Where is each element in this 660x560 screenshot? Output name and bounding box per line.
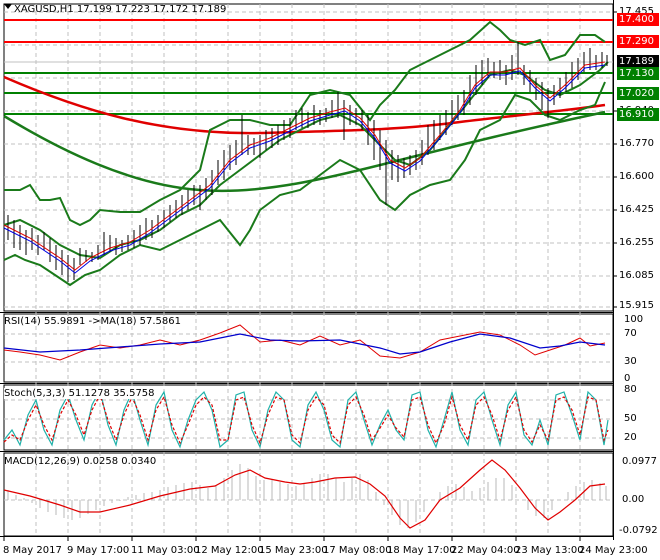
chart-title: XAGUSD,H1 17.199 17.223 17.172 17.189 xyxy=(14,4,227,15)
stoch-axis-label: 80 xyxy=(624,384,637,395)
support-tag-17130: 17.130 xyxy=(617,67,659,80)
price-axis-label: 16.600 xyxy=(619,171,654,182)
time-axis-label: 12 May 12:00 xyxy=(195,545,264,556)
stoch-label: Stoch(5,3,3) 51.1278 35.5758 xyxy=(4,388,155,399)
rsi-axis-label: 30 xyxy=(624,356,637,367)
time-axis-label: 22 May 04:00 xyxy=(451,545,520,556)
price-axis-label: 16.255 xyxy=(619,237,654,248)
current-price-tag: 17.189 xyxy=(617,55,659,68)
rsi-label: RSI(14) 55.9891 ->MA(18) 57.5861 xyxy=(4,316,181,327)
time-axis-label: 17 May 08:00 xyxy=(323,545,392,556)
resistance-tag-17400: 17.400 xyxy=(617,13,659,26)
macd-axis-label: 0.00 xyxy=(622,494,645,505)
macd-axis-label: -0.0792 xyxy=(619,525,658,536)
price-axis-label: 15.915 xyxy=(619,300,654,311)
time-axis-label: 18 May 17:00 xyxy=(387,545,456,556)
time-axis-label: 8 May 2017 xyxy=(3,545,62,556)
stoch-axis-label: 20 xyxy=(624,432,637,443)
price-axis-label: 16.425 xyxy=(619,204,654,215)
time-axis-label: 23 May 13:00 xyxy=(515,545,584,556)
time-axis-label: 9 May 17:00 xyxy=(67,545,130,556)
price-axis-label: 16.770 xyxy=(619,138,654,149)
time-axis-label: 11 May 03:00 xyxy=(131,545,200,556)
rsi-axis-label: 0 xyxy=(624,373,631,384)
macd-axis-label: 0.0977 xyxy=(622,456,657,467)
macd-label: MACD(12,26,9) 0.0258 0.0340 xyxy=(4,456,157,467)
price-axis-label: 16.085 xyxy=(619,270,654,281)
rsi-axis-label: 100 xyxy=(624,314,644,325)
time-axis-label: 24 May 23:00 xyxy=(579,545,648,556)
time-axis-label: 15 May 23:00 xyxy=(259,545,328,556)
support-tag-17020: 17.020 xyxy=(617,87,659,100)
stoch-axis-label: 50 xyxy=(624,413,637,424)
rsi-axis-label: 70 xyxy=(624,328,637,339)
resistance-tag-17290: 17.290 xyxy=(617,35,659,48)
support-tag-16910: 16.910 xyxy=(617,108,659,121)
price-axis-label: 17.455 xyxy=(619,6,654,17)
